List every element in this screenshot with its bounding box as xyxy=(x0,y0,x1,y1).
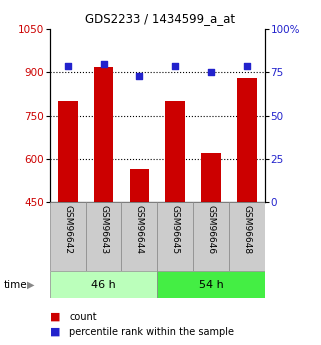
Bar xyxy=(86,202,121,271)
Bar xyxy=(50,202,86,271)
Bar xyxy=(94,67,113,202)
Text: GSM96643: GSM96643 xyxy=(99,205,108,254)
Bar xyxy=(121,202,157,271)
Point xyxy=(244,63,249,68)
Text: ■: ■ xyxy=(50,312,60,322)
Bar xyxy=(157,202,193,271)
Text: GSM96648: GSM96648 xyxy=(242,205,251,254)
Text: time: time xyxy=(3,280,27,289)
Text: ■: ■ xyxy=(50,327,60,337)
Bar xyxy=(229,202,265,271)
Bar xyxy=(157,271,265,298)
Bar xyxy=(129,169,149,202)
Point xyxy=(173,63,178,68)
Text: GSM96644: GSM96644 xyxy=(135,205,144,254)
Text: 54 h: 54 h xyxy=(199,280,223,289)
Text: GSM96645: GSM96645 xyxy=(171,205,180,254)
Point xyxy=(209,70,214,75)
Bar xyxy=(193,202,229,271)
Text: GSM96642: GSM96642 xyxy=(63,205,72,254)
Text: ▶: ▶ xyxy=(27,280,35,289)
Text: GDS2233 / 1434599_a_at: GDS2233 / 1434599_a_at xyxy=(85,12,236,25)
Bar xyxy=(50,271,157,298)
Bar xyxy=(165,101,185,202)
Text: GSM96646: GSM96646 xyxy=(206,205,216,254)
Text: count: count xyxy=(69,312,97,322)
Point xyxy=(137,73,142,79)
Text: percentile rank within the sample: percentile rank within the sample xyxy=(69,327,234,337)
Bar xyxy=(201,153,221,202)
Point xyxy=(101,61,106,67)
Bar xyxy=(237,78,257,202)
Text: 46 h: 46 h xyxy=(91,280,116,289)
Point xyxy=(65,63,70,68)
Bar xyxy=(58,101,78,202)
